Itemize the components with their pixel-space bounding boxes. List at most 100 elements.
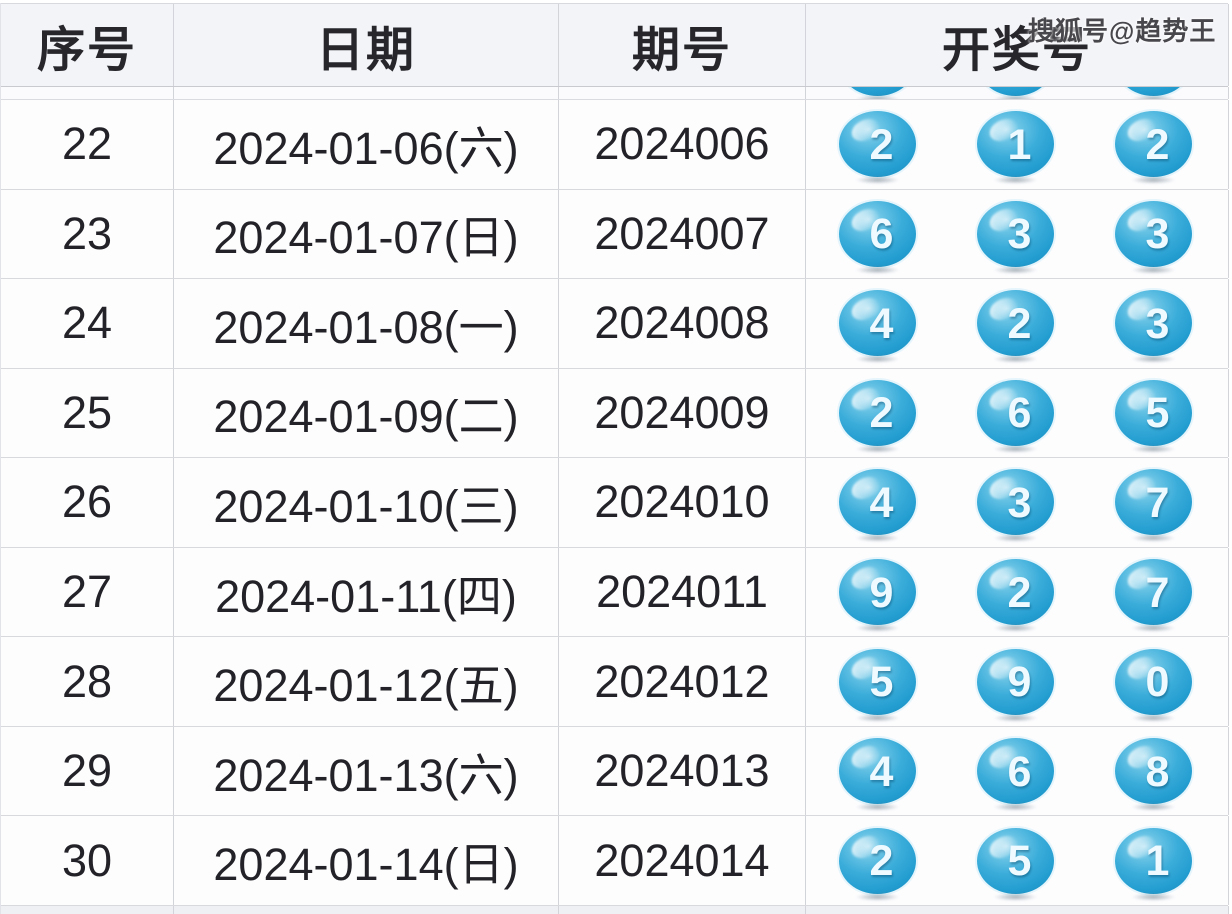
ball-number: 3 xyxy=(1007,210,1032,259)
watermark-text: 搜狐号@趋势王 xyxy=(1028,16,1217,46)
table-row: 25 2024-01-09(二) 2024009 2 6 5 xyxy=(1,368,1229,459)
clipped-previous-row xyxy=(1,87,1229,100)
lottery-ball: 9 xyxy=(839,559,916,625)
clipped-seq-cell xyxy=(1,87,174,99)
ball-number: 9 xyxy=(1007,658,1032,707)
lottery-ball: 7 xyxy=(1115,469,1192,536)
lottery-ball: 2 xyxy=(977,559,1054,625)
lottery-ball: 5 xyxy=(1115,379,1192,446)
date-cell: 2024-01-07(日) xyxy=(174,189,559,279)
lottery-ball: 4 xyxy=(839,290,916,357)
seq-cell: 29 xyxy=(1,726,174,816)
ball-number: 2 xyxy=(1007,299,1032,348)
lottery-ball: 3 xyxy=(1115,290,1192,357)
date-cell: 2024-01-10(三) xyxy=(174,458,559,547)
lottery-ball: 6 xyxy=(977,738,1054,805)
period-cell: 2024012 xyxy=(559,637,806,726)
period-cell: 2024014 xyxy=(559,816,806,905)
header-draw-numbers: 开奖号 xyxy=(806,4,1229,86)
ball-number: 5 xyxy=(869,658,894,707)
ball-number: 2 xyxy=(1007,568,1032,617)
ball-number: 1 xyxy=(1007,120,1032,169)
period-cell: 2024008 xyxy=(559,279,806,368)
table-header-row: 序号 日期 期号 开奖号 xyxy=(1,3,1229,87)
lottery-ball: 6 xyxy=(977,379,1054,446)
ball-number: 7 xyxy=(1145,478,1170,527)
date-cell: 2024-01-09(二) xyxy=(174,368,559,458)
lottery-ball: 2 xyxy=(1115,111,1192,178)
seq-cell: 22 xyxy=(1,100,174,189)
balls-cell: 4 2 3 xyxy=(806,279,1229,368)
seq-cell: 30 xyxy=(1,816,174,905)
table-row: 2 4 2024-01-08(一) 2024008 4 2 3 xyxy=(1,279,1229,369)
ball-number: 3 xyxy=(1145,299,1170,348)
seq-cell: 25 xyxy=(1,368,174,458)
balls-cell: 5 9 0 xyxy=(806,637,1229,726)
clipped-date-cell xyxy=(174,87,559,99)
seq-cell: 26 xyxy=(1,458,174,547)
date-cell: 2024-01-12(五) xyxy=(174,637,559,726)
lottery-ball: 4 xyxy=(839,738,916,805)
date-cell: 2024-01-06(六) xyxy=(174,100,559,189)
clipped-bottom-cell xyxy=(559,905,806,914)
ball-number: 2 xyxy=(1145,120,1170,169)
lottery-ball: 2 xyxy=(977,290,1054,357)
table-row: 28 2024-01-12(五) 2024012 5 9 0 xyxy=(1,637,1229,727)
balls-cell: 2 5 1 xyxy=(806,816,1229,905)
balls-cell: 4 3 7 xyxy=(806,458,1229,547)
table-row: 23 2024-01-07(日) 2024007 6 3 3 xyxy=(1,189,1229,280)
ball-number: 6 xyxy=(1007,389,1032,438)
table-row: 29 2024-01-13(六) 2024013 4 6 8 xyxy=(1,726,1229,817)
lottery-ball: 1 xyxy=(977,111,1054,178)
date-cell: 2024-01-14(日) xyxy=(174,816,559,905)
lottery-ball: 2 xyxy=(839,379,916,446)
date-cell: 2024-01-11(四) xyxy=(174,547,559,637)
seq-cell: 27 xyxy=(1,547,174,637)
ball-number: 5 xyxy=(1145,389,1170,438)
period-cell: 2024007 xyxy=(559,189,806,279)
balls-cell: 2 1 2 xyxy=(806,100,1229,189)
lottery-ball-clipped xyxy=(839,87,916,96)
ball-number: 5 xyxy=(1007,837,1032,886)
header-seq: 序号 xyxy=(1,4,174,86)
ball-number: 8 xyxy=(1145,747,1170,796)
lottery-ball: 9 xyxy=(977,648,1054,715)
table-row: 26 2024-01-10(三) 2024010 4 3 7 xyxy=(1,458,1229,548)
lottery-ball: 1 xyxy=(1115,827,1192,894)
clipped-bottom-cell xyxy=(174,905,559,914)
lottery-ball: 6 xyxy=(839,200,916,267)
ball-number: 2 xyxy=(869,120,894,169)
table-row: 30 2024-01-14(日) 2024014 2 5 1 xyxy=(1,816,1229,906)
balls-cell: 6 3 3 xyxy=(806,189,1229,279)
ball-number: 3 xyxy=(1145,210,1170,259)
ball-number: 6 xyxy=(869,210,894,259)
clipped-balls-cell xyxy=(806,87,1229,99)
ball-number: 9 xyxy=(869,568,894,617)
lottery-ball: 3 xyxy=(977,469,1054,536)
ball-number: 0 xyxy=(1145,658,1170,707)
lottery-ball: 3 xyxy=(1115,200,1192,267)
ball-number: 4 xyxy=(869,299,894,348)
balls-cell: 4 6 8 xyxy=(806,726,1229,816)
date-cell: 2024-01-08(一) xyxy=(174,279,559,368)
lottery-ball: 8 xyxy=(1115,738,1192,805)
ball-number: 4 xyxy=(869,747,894,796)
header-date: 日期 xyxy=(174,4,559,86)
lottery-ball: 5 xyxy=(977,827,1054,894)
date-cell: 2024-01-13(六) xyxy=(174,726,559,816)
ball-number: 3 xyxy=(1007,478,1032,527)
lottery-ball-clipped xyxy=(977,87,1054,96)
lottery-ball: 7 xyxy=(1115,559,1192,625)
seq-cell: 28 xyxy=(1,637,174,726)
lottery-ball: 0 xyxy=(1115,648,1192,715)
clipped-bottom-cell xyxy=(806,905,1229,914)
header-period: 期号 xyxy=(559,4,806,86)
lottery-ball: 2 xyxy=(839,827,916,894)
clipped-period-cell xyxy=(559,87,806,99)
clipped-bottom-cell xyxy=(1,905,174,914)
table-row: 22 2024-01-06(六) 2024006 2 1 2 xyxy=(1,100,1229,190)
period-cell: 2024006 xyxy=(559,100,806,189)
period-cell: 2024013 xyxy=(559,726,806,816)
